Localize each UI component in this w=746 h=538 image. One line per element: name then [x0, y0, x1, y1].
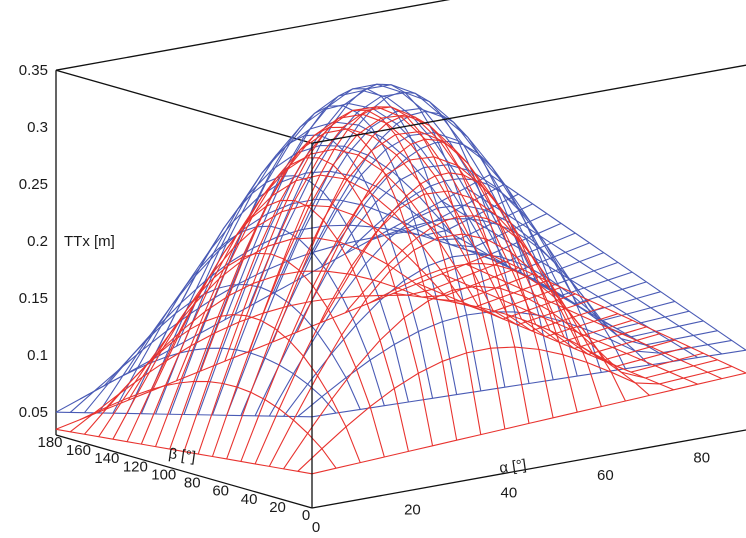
box-edge-front-2 — [311, 429, 746, 509]
z-tick-label: 0.35 — [19, 62, 48, 79]
mesh-line-beta-6 — [226, 131, 661, 460]
mesh-line-beta-1 — [297, 346, 732, 472]
beta-tick-label: 40 — [241, 491, 258, 508]
mesh-line-beta-5 — [240, 131, 676, 416]
beta-tick-label: 140 — [94, 450, 119, 467]
mesh-line-beta-14 — [112, 204, 548, 440]
mesh-line-beta-4 — [254, 190, 690, 465]
mesh-line-beta-10 — [169, 113, 604, 450]
z-tick-label: 0.05 — [19, 404, 48, 421]
mesh-line-beta-8 — [197, 84, 633, 415]
alpha-tick-label: 60 — [597, 467, 614, 484]
mesh-line-beta-18 — [55, 253, 491, 430]
mesh-line-beta-0 — [311, 372, 746, 475]
beta-tick-label: 60 — [212, 483, 229, 500]
mesh-line-beta-2 — [283, 253, 718, 417]
box-edge-front-3 — [55, 434, 313, 509]
bounding-box-front — [55, 64, 746, 509]
z-tick-label: 0.2 — [27, 233, 48, 250]
box-edge-front-1 — [311, 64, 746, 144]
mesh-line-beta-7 — [211, 114, 647, 457]
beta-tick-label: 20 — [269, 499, 286, 516]
alpha-tick-label: 80 — [693, 450, 710, 467]
mesh-line-beta-15 — [98, 198, 533, 414]
z-tick-label: 0.1 — [27, 347, 48, 364]
mesh-line-beta-11 — [155, 102, 590, 415]
alpha-tick-label: 40 — [501, 484, 518, 501]
box-edge-back-1 — [55, 0, 451, 71]
box-edge-back-2 — [55, 69, 313, 144]
z-tick-label: 0.3 — [27, 119, 48, 136]
beta-axis-label: β [°] — [167, 445, 196, 466]
beta-tick-label: 160 — [66, 442, 91, 459]
beta-tick-label: 100 — [151, 466, 176, 483]
mesh-line-beta-17 — [69, 260, 505, 433]
axis-ticks: 0.05 0.1 0.15 0.2 0.25 0.3 0.35 0 20 40 60 80 0 20 40 6… — [19, 62, 710, 536]
z-tick-label: 0.15 — [19, 290, 48, 307]
alpha-tick-label: 0 — [312, 519, 320, 536]
mesh-line-beta-16 — [84, 267, 519, 435]
beta-tick-label: 120 — [123, 458, 148, 475]
mesh-line-beta-7 — [211, 92, 647, 416]
mesh-line-beta-1 — [297, 311, 732, 417]
mesh-line-beta-11 — [155, 128, 590, 447]
mesh-line-beta-12 — [140, 121, 576, 414]
bounding-box-back — [55, 0, 451, 435]
beta-tick-label: 80 — [184, 475, 201, 492]
mesh-line-beta-18 — [55, 174, 491, 413]
mesh-line-beta-2 — [283, 285, 718, 470]
mesh-line-beta-9 — [183, 106, 619, 452]
mesh-line-beta-12 — [140, 148, 576, 445]
mesh-line-beta-3 — [268, 233, 704, 467]
mesh-line-beta-5 — [240, 156, 676, 462]
mesh-line-beta-15 — [98, 237, 533, 438]
mesh-line-beta-8 — [197, 106, 633, 455]
mesh-line-beta-16 — [84, 193, 519, 414]
z-axis-label: TTx [m] — [64, 233, 115, 250]
alpha-tick-label: 20 — [404, 502, 421, 519]
alpha-axis-label: α [°] — [498, 456, 527, 477]
beta-tick-label: 0 — [302, 507, 310, 524]
mesh-line-alpha-11 — [320, 172, 578, 413]
mesh-line-beta-13 — [126, 174, 562, 442]
z-tick-label: 0.25 — [19, 176, 48, 193]
beta-tick-label: 180 — [37, 434, 62, 451]
red-surface-mesh — [55, 106, 746, 475]
